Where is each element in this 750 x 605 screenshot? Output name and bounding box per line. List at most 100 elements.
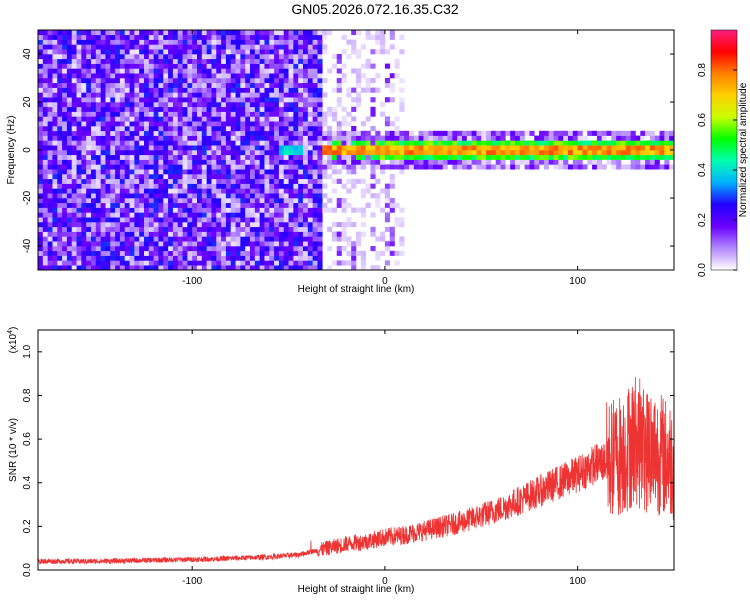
heatmap-cell [62,97,68,103]
heatmap-cell [283,68,289,74]
heatmap-cell [582,135,588,141]
heatmap-cell [394,73,400,79]
heatmap-cell [52,183,58,189]
heatmap-cell [303,159,309,165]
heatmap-cell [91,44,97,50]
heatmap-cell [134,135,140,141]
heatmap-cell [649,140,656,146]
heatmap-cell [105,97,111,103]
heatmap-cell [197,121,203,127]
heatmap-cell [529,145,535,151]
heatmap-cell [105,265,111,270]
heatmap-cell [298,169,304,175]
heatmap-cell [423,154,429,160]
heatmap-cell [158,111,164,117]
heatmap-cell [606,145,612,151]
heatmap-cell [187,174,193,180]
heatmap-cell [245,34,251,40]
heatmap-cell [399,222,405,228]
heatmap-cell [153,140,159,146]
heatmap-cell [47,212,53,218]
heatmap-cell [158,222,164,228]
heatmap-cell [254,178,260,184]
heatmap-cell [139,265,145,270]
heatmap-cell [288,265,294,270]
heatmap-cell [447,130,453,136]
heatmap-cell [57,106,63,112]
heatmap-cell [100,34,106,40]
heatmap-cell [447,159,453,165]
heatmap-cell [317,226,323,232]
heatmap-cell [129,54,135,60]
heatmap-cell [259,154,265,160]
heatmap-cell [71,265,77,270]
heatmap-cell [172,236,179,242]
heatmap-cell [95,198,101,204]
heatmap-cell [177,217,183,223]
y-tick-label: 20 [22,96,33,108]
heatmap-cell [158,92,164,98]
heatmap-cell [86,159,92,165]
heatmap-cell [187,241,193,247]
heatmap-cell [351,130,357,136]
heatmap-cell [254,198,260,204]
heatmap-cell [259,111,265,117]
heatmap-cell [158,58,164,64]
heatmap-cell [124,231,130,237]
heatmap-cell [293,178,299,184]
heatmap-cell [221,39,227,45]
heatmap-cell [283,212,289,218]
heatmap-cell [144,202,150,208]
heatmap-cell [91,126,97,132]
heatmap-cell [57,202,63,208]
heatmap-cell [172,30,179,36]
heatmap-cell [95,193,101,199]
heatmap-cell [336,150,342,156]
heatmap-cell [163,130,169,136]
heatmap-cell [356,150,362,156]
heatmap-cell [206,169,212,175]
heatmap-cell [148,54,154,60]
heatmap-cell [95,135,101,141]
heatmap-cell [47,255,53,261]
heatmap-cell [259,212,265,218]
heatmap-cell [66,226,73,232]
heatmap-cell [124,121,130,127]
heatmap-cell [91,222,97,228]
heatmap-cell [481,159,487,165]
heatmap-cell [534,150,540,156]
heatmap-cell [312,102,318,108]
heatmap-cell [201,246,207,252]
heatmap-cell [649,150,656,156]
heatmap-cell [52,212,58,218]
heatmap-cell [433,145,439,151]
heatmap-cell [394,150,400,156]
heatmap-cell [197,159,203,165]
heatmap-cell [144,58,150,64]
heatmap-cell [76,58,82,64]
heatmap-cell [153,236,159,242]
heatmap-cell [201,145,207,151]
heatmap-cell [303,34,309,40]
heatmap-cell [177,241,183,247]
heatmap-cell [148,44,154,50]
heatmap-cell [168,63,174,69]
heatmap-cell [129,207,135,213]
heatmap-cell [293,183,299,189]
heatmap-cell [274,58,280,64]
heatmap-cell [288,97,294,103]
heatmap-cell [100,222,106,228]
heatmap-cell [129,222,135,228]
heatmap-cell [399,34,405,40]
heatmap-cell [192,236,198,242]
heatmap-cell [654,135,660,141]
heatmap-cell [144,154,150,160]
heatmap-cell [298,68,304,74]
heatmap-cell [206,87,212,93]
heatmap-cell [307,236,313,242]
heatmap-cell [91,102,97,108]
heatmap-cell [442,154,448,160]
heatmap-cell [153,58,159,64]
heatmap-cell [225,246,232,252]
